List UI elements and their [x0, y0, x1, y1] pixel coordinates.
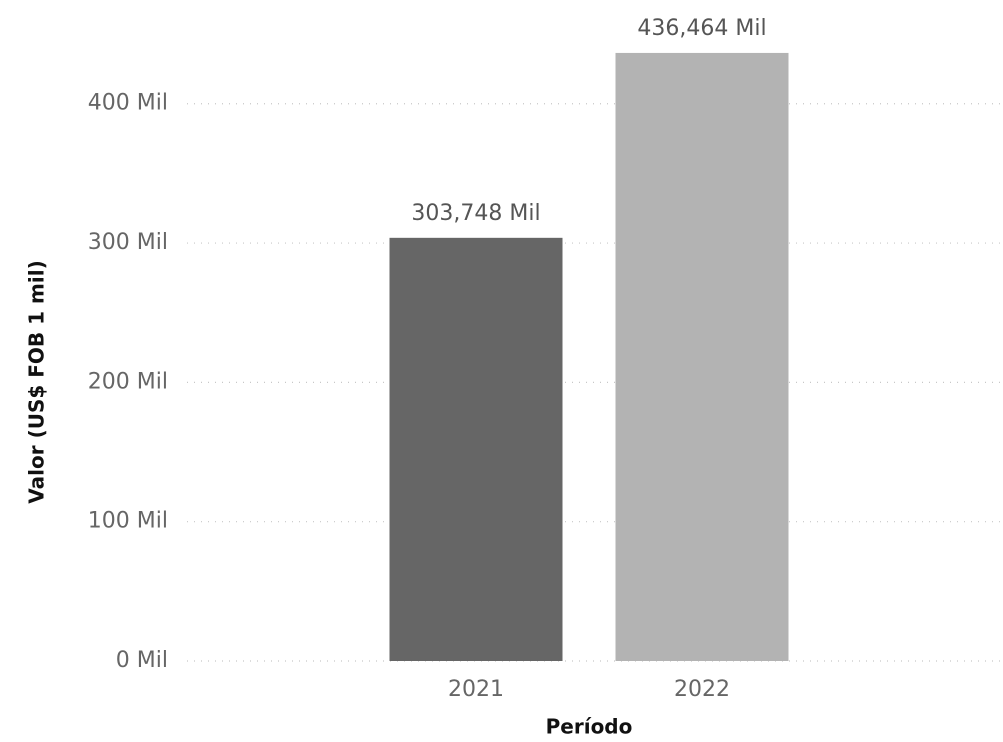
- y-tick-label: 0 Mil: [116, 648, 168, 673]
- x-axis-title: Período: [546, 715, 633, 739]
- bar: [389, 237, 563, 662]
- y-tick-label: 100 Mil: [88, 509, 168, 534]
- bar: [615, 52, 789, 662]
- y-tick-label: 300 Mil: [88, 230, 168, 255]
- data-label: 303,748 Mil: [411, 201, 540, 226]
- x-tick-label: 2021: [448, 677, 504, 702]
- x-tick-label: 2022: [674, 677, 730, 702]
- y-tick-label: 400 Mil: [88, 91, 168, 116]
- y-axis-title: Valor (US$ FOB 1 mil): [25, 260, 49, 503]
- data-label: 436,464 Mil: [637, 16, 766, 41]
- y-tick-label: 200 Mil: [88, 369, 168, 394]
